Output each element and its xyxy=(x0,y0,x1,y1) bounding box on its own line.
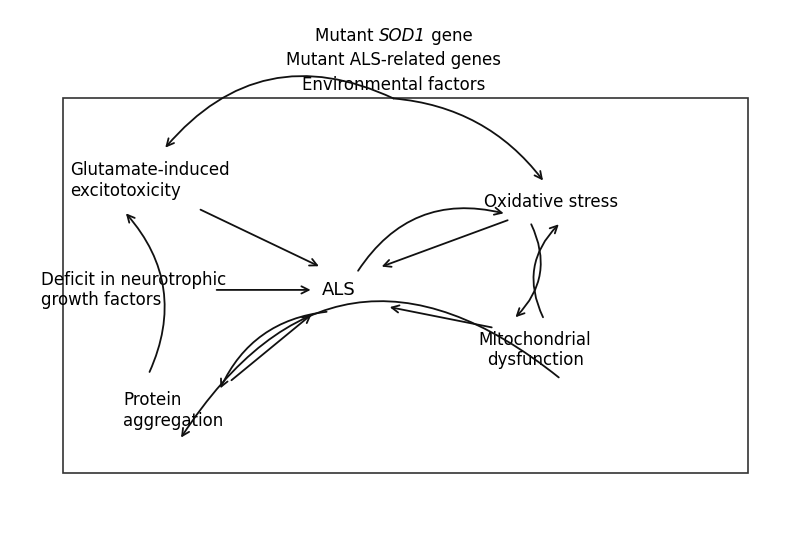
Text: Protein
aggregation: Protein aggregation xyxy=(123,391,224,429)
Text: Mitochondrial
dysfunction: Mitochondrial dysfunction xyxy=(478,331,592,369)
Text: Environmental factors: Environmental factors xyxy=(301,76,486,94)
Text: Deficit in neurotrophic
growth factors: Deficit in neurotrophic growth factors xyxy=(41,271,227,309)
Text: Mutant: Mutant xyxy=(315,27,379,44)
Text: gene: gene xyxy=(426,27,472,44)
Text: Mutant ALS-related genes: Mutant ALS-related genes xyxy=(286,51,501,69)
Text: Oxidative stress: Oxidative stress xyxy=(484,194,618,211)
Text: SOD1: SOD1 xyxy=(379,27,426,44)
Text: ALS: ALS xyxy=(322,281,355,299)
Text: Glutamate-induced
excitotoxicity: Glutamate-induced excitotoxicity xyxy=(70,161,229,200)
